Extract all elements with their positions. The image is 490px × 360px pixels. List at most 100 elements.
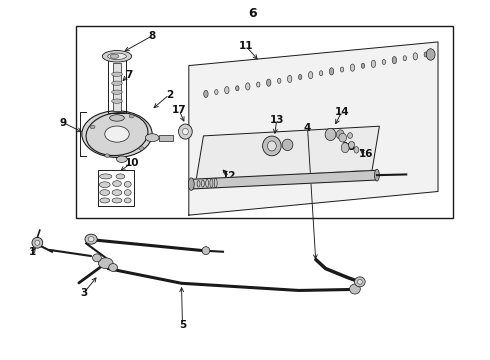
Ellipse shape <box>99 174 112 179</box>
Bar <box>76 26 453 218</box>
Ellipse shape <box>361 63 365 68</box>
Ellipse shape <box>424 52 427 57</box>
Ellipse shape <box>86 113 148 156</box>
Ellipse shape <box>308 72 313 79</box>
Ellipse shape <box>403 56 407 61</box>
Ellipse shape <box>288 75 292 82</box>
Ellipse shape <box>90 125 95 129</box>
Ellipse shape <box>336 130 344 139</box>
Ellipse shape <box>341 143 349 153</box>
Ellipse shape <box>85 234 97 244</box>
Ellipse shape <box>382 59 386 64</box>
Ellipse shape <box>202 247 210 255</box>
Ellipse shape <box>349 284 360 294</box>
Ellipse shape <box>93 254 101 262</box>
Ellipse shape <box>112 190 122 195</box>
Polygon shape <box>189 42 438 215</box>
Ellipse shape <box>354 277 365 287</box>
Text: 16: 16 <box>359 149 373 159</box>
Ellipse shape <box>426 49 435 60</box>
Ellipse shape <box>146 134 159 141</box>
Ellipse shape <box>282 139 293 150</box>
Text: 10: 10 <box>124 158 139 168</box>
Ellipse shape <box>35 240 40 245</box>
Text: 6: 6 <box>248 7 257 20</box>
Ellipse shape <box>108 53 126 59</box>
Ellipse shape <box>112 90 122 94</box>
Text: 11: 11 <box>239 41 253 51</box>
Ellipse shape <box>88 237 94 242</box>
Bar <box>108 56 126 113</box>
Ellipse shape <box>100 198 110 203</box>
Ellipse shape <box>204 90 208 98</box>
Text: 15: 15 <box>342 141 356 152</box>
Ellipse shape <box>100 190 110 195</box>
Ellipse shape <box>277 78 281 83</box>
Ellipse shape <box>413 53 417 60</box>
Ellipse shape <box>267 79 271 86</box>
Ellipse shape <box>357 279 362 284</box>
Text: 12: 12 <box>222 171 237 181</box>
Text: 7: 7 <box>125 70 132 80</box>
Ellipse shape <box>182 129 188 135</box>
Ellipse shape <box>129 114 134 118</box>
Text: 2: 2 <box>166 90 173 100</box>
Ellipse shape <box>105 154 110 157</box>
Ellipse shape <box>112 99 122 103</box>
Ellipse shape <box>268 141 276 151</box>
Bar <box>98 170 134 206</box>
Ellipse shape <box>110 54 119 58</box>
Ellipse shape <box>188 178 194 190</box>
Ellipse shape <box>110 115 124 121</box>
Text: 5: 5 <box>179 320 186 330</box>
Text: 8: 8 <box>148 31 156 41</box>
Ellipse shape <box>139 147 144 150</box>
Text: 17: 17 <box>172 105 186 115</box>
Ellipse shape <box>339 134 346 142</box>
Ellipse shape <box>116 174 125 179</box>
Ellipse shape <box>341 67 343 72</box>
Text: 14: 14 <box>335 107 349 117</box>
Text: 3: 3 <box>80 288 87 298</box>
Ellipse shape <box>257 82 260 87</box>
Ellipse shape <box>392 57 396 64</box>
Ellipse shape <box>112 198 122 203</box>
Ellipse shape <box>99 182 110 188</box>
Ellipse shape <box>178 124 192 139</box>
Ellipse shape <box>347 133 352 138</box>
Ellipse shape <box>32 237 43 248</box>
Ellipse shape <box>236 86 239 91</box>
Ellipse shape <box>124 190 131 195</box>
Polygon shape <box>191 170 377 189</box>
Text: 4: 4 <box>304 123 311 133</box>
Ellipse shape <box>109 264 118 271</box>
Ellipse shape <box>263 136 281 156</box>
Ellipse shape <box>98 258 113 269</box>
Text: 13: 13 <box>270 115 284 125</box>
Polygon shape <box>196 126 379 180</box>
Ellipse shape <box>325 129 336 140</box>
Bar <box>159 135 173 140</box>
Ellipse shape <box>124 198 131 203</box>
Ellipse shape <box>105 126 129 142</box>
Ellipse shape <box>329 68 334 75</box>
Ellipse shape <box>117 156 127 162</box>
Ellipse shape <box>112 81 122 85</box>
Ellipse shape <box>354 147 359 153</box>
Ellipse shape <box>374 169 379 181</box>
Text: 1: 1 <box>29 247 36 257</box>
Text: 9: 9 <box>60 118 67 128</box>
Ellipse shape <box>350 64 355 71</box>
Ellipse shape <box>319 71 323 76</box>
Ellipse shape <box>348 141 354 148</box>
Ellipse shape <box>102 50 132 62</box>
Ellipse shape <box>82 111 152 157</box>
Bar <box>113 63 122 111</box>
Ellipse shape <box>124 181 131 187</box>
Ellipse shape <box>224 87 229 94</box>
Ellipse shape <box>215 90 218 95</box>
Ellipse shape <box>245 83 250 90</box>
Ellipse shape <box>371 60 376 67</box>
Ellipse shape <box>298 75 302 80</box>
Ellipse shape <box>112 72 122 76</box>
